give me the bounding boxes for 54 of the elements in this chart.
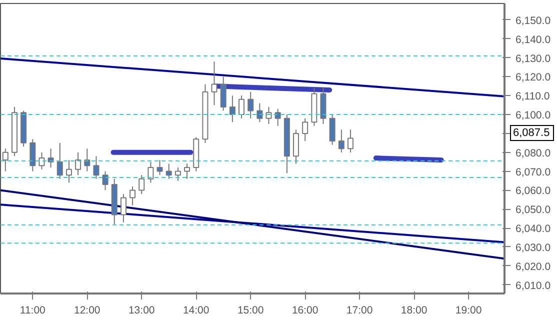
candlestick [120,193,126,223]
text: 6,087.5 [513,126,550,141]
candlestick [102,170,108,191]
candlestick [248,91,254,119]
y-tick-label: 6,130.0 [516,52,551,65]
x-tick-label: 12:00 [74,304,100,316]
x-tick-label: 19:00 [455,304,482,316]
candlestick [266,106,272,124]
y-tick-label: 6,070.0 [516,166,551,178]
candlestick [302,118,308,142]
x-tick-label: 15:00 [237,304,264,316]
candlestick [220,76,226,112]
candlestick [174,167,181,182]
candlestick [148,161,154,184]
candlestick [48,148,54,168]
candlestick [130,186,136,206]
y-tick-label: 6,080.0 [516,147,551,160]
candlestick [211,61,218,106]
candlestick [338,129,344,153]
candlestick [138,174,145,194]
x-tick-label: 11:00 [20,304,46,316]
candlestick [274,108,281,126]
y-tick-label: 6,110.0 [516,90,550,103]
candlestick [93,156,100,180]
candlestick [229,95,236,123]
y-tick-label: 6,050.0 [516,204,551,216]
candlestick [166,163,172,180]
y-tick-label: 6,140.0 [516,34,551,46]
x-tick-label: 17:00 [346,304,373,316]
y-tick-label: 6,120.0 [516,72,551,84]
candlestick [2,148,8,172]
candlestick [292,129,299,164]
y-tick-label: 6,010.0 [516,280,551,292]
x-tick-label: 18:00 [400,304,428,316]
candlestick [75,152,82,176]
y-tick-label: 6,020.0 [516,260,551,273]
candlestick [238,95,244,119]
candlestick [38,152,45,170]
y-tick-label: 6,100.0 [516,110,551,122]
candlestick [56,142,63,180]
candlestick [30,138,36,172]
y-tick-label: 6,030.0 [516,242,551,254]
y-tick-label: 6,150.0 [516,14,551,27]
x-tick-label: 16:00 [292,304,318,316]
candlestick [329,114,336,146]
x-tick-label: 14:00 [182,304,210,316]
candlestick [256,102,263,123]
candlestick [347,129,354,153]
candlestick [156,159,163,176]
x-tick-label: 13:00 [128,304,155,316]
candlestick [184,163,190,180]
y-tick-label: 6,060.0 [516,185,551,198]
candlestick [66,159,72,184]
y-tick-label: 6,040.0 [516,223,551,236]
